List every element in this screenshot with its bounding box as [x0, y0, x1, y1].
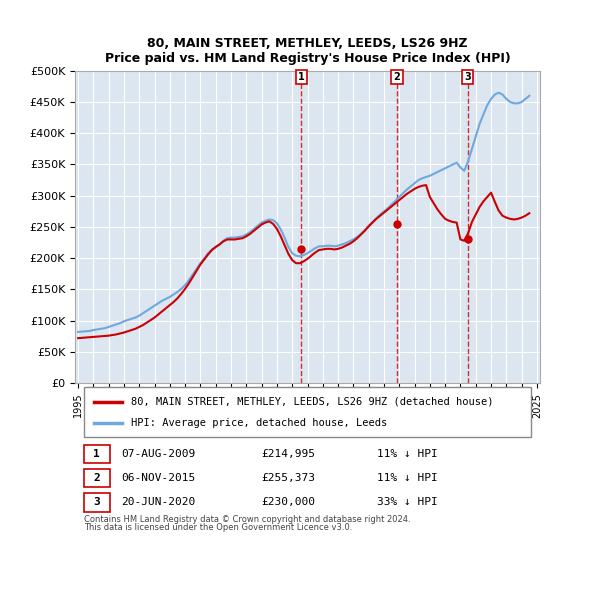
Text: 20-JUN-2020: 20-JUN-2020 [121, 497, 196, 507]
Text: 33% ↓ HPI: 33% ↓ HPI [377, 497, 438, 507]
FancyBboxPatch shape [84, 445, 110, 463]
FancyBboxPatch shape [84, 493, 110, 512]
FancyBboxPatch shape [84, 469, 110, 487]
Text: £214,995: £214,995 [261, 449, 315, 459]
Text: 3: 3 [94, 497, 100, 507]
Text: HPI: Average price, detached house, Leeds: HPI: Average price, detached house, Leed… [131, 418, 387, 428]
Text: 07-AUG-2009: 07-AUG-2009 [121, 449, 196, 459]
Text: 1: 1 [298, 72, 305, 82]
Text: This data is licensed under the Open Government Licence v3.0.: This data is licensed under the Open Gov… [84, 523, 353, 532]
Text: 11% ↓ HPI: 11% ↓ HPI [377, 473, 438, 483]
Text: £230,000: £230,000 [261, 497, 315, 507]
Text: 2: 2 [394, 72, 400, 82]
Text: 3: 3 [464, 72, 471, 82]
Text: 1: 1 [94, 449, 100, 459]
Text: 2: 2 [94, 473, 100, 483]
Text: 06-NOV-2015: 06-NOV-2015 [121, 473, 196, 483]
Text: 80, MAIN STREET, METHLEY, LEEDS, LS26 9HZ (detached house): 80, MAIN STREET, METHLEY, LEEDS, LS26 9H… [131, 396, 493, 407]
Text: £255,373: £255,373 [261, 473, 315, 483]
FancyBboxPatch shape [84, 388, 531, 437]
Text: Contains HM Land Registry data © Crown copyright and database right 2024.: Contains HM Land Registry data © Crown c… [84, 515, 411, 524]
Title: 80, MAIN STREET, METHLEY, LEEDS, LS26 9HZ
Price paid vs. HM Land Registry's Hous: 80, MAIN STREET, METHLEY, LEEDS, LS26 9H… [104, 38, 511, 65]
Text: 11% ↓ HPI: 11% ↓ HPI [377, 449, 438, 459]
